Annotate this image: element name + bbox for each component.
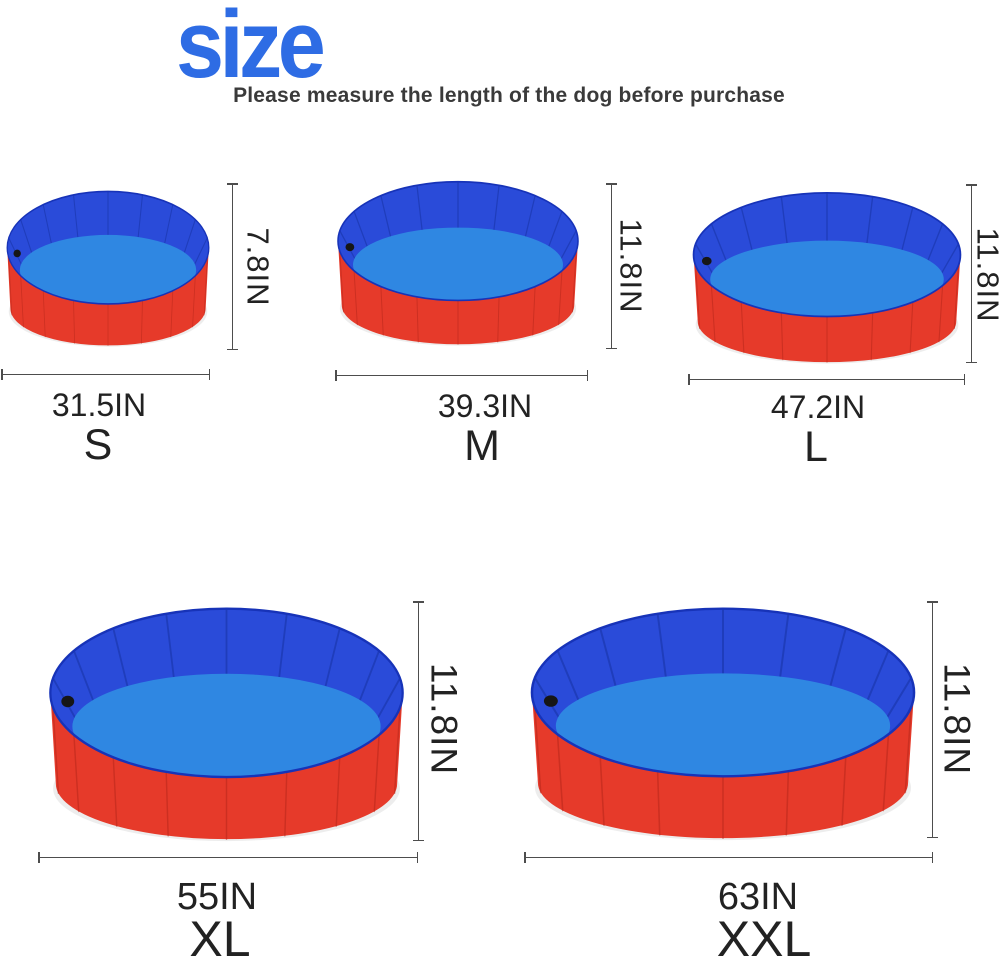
width-dimension-line-xl — [38, 852, 418, 863]
pool-illustration-m — [337, 180, 579, 347]
width-dimension-line-s — [1, 369, 210, 380]
height-dimension-label-xl: 11.8IN — [423, 662, 465, 776]
size-letter-s: S — [83, 421, 113, 469]
height-dimension-label-xxl: 11.8IN — [936, 662, 978, 776]
page-subtitle: Please measure the length of the dog bef… — [233, 84, 785, 107]
pool-illustration-s — [6, 190, 210, 348]
height-dimension-line-m — [606, 183, 617, 349]
size-letter-m: M — [464, 422, 500, 470]
width-dimension-label-s: 31.5IN — [51, 387, 147, 423]
height-dimension-label-m: 11.8IN — [613, 218, 649, 314]
pool-illustration-l — [692, 192, 962, 365]
height-dimension-label-s: 7.8IN — [240, 227, 276, 307]
size-letter-l: L — [804, 423, 828, 471]
width-dimension-label-xl: 55IN — [176, 876, 258, 918]
height-dimension-line-xxl — [927, 601, 938, 838]
width-dimension-line-xxl — [524, 852, 933, 863]
width-dimension-label-l: 47.2IN — [770, 389, 866, 425]
height-dimension-line-s — [227, 183, 238, 350]
height-dimension-line-l — [966, 184, 977, 363]
pool-illustration-xl — [49, 607, 404, 843]
pool-illustration-xxl — [530, 607, 916, 842]
width-dimension-label-m: 39.3IN — [437, 388, 533, 424]
size-letter-xxl: XXL — [716, 911, 812, 959]
height-dimension-label-l: 11.8IN — [970, 227, 1000, 323]
height-dimension-line-xl — [413, 601, 424, 841]
page-title: size — [176, 0, 326, 98]
width-dimension-line-l — [688, 374, 965, 385]
width-dimension-label-xxl: 63IN — [717, 876, 799, 918]
size-letter-xl: XL — [189, 911, 251, 959]
width-dimension-line-m — [335, 370, 588, 381]
